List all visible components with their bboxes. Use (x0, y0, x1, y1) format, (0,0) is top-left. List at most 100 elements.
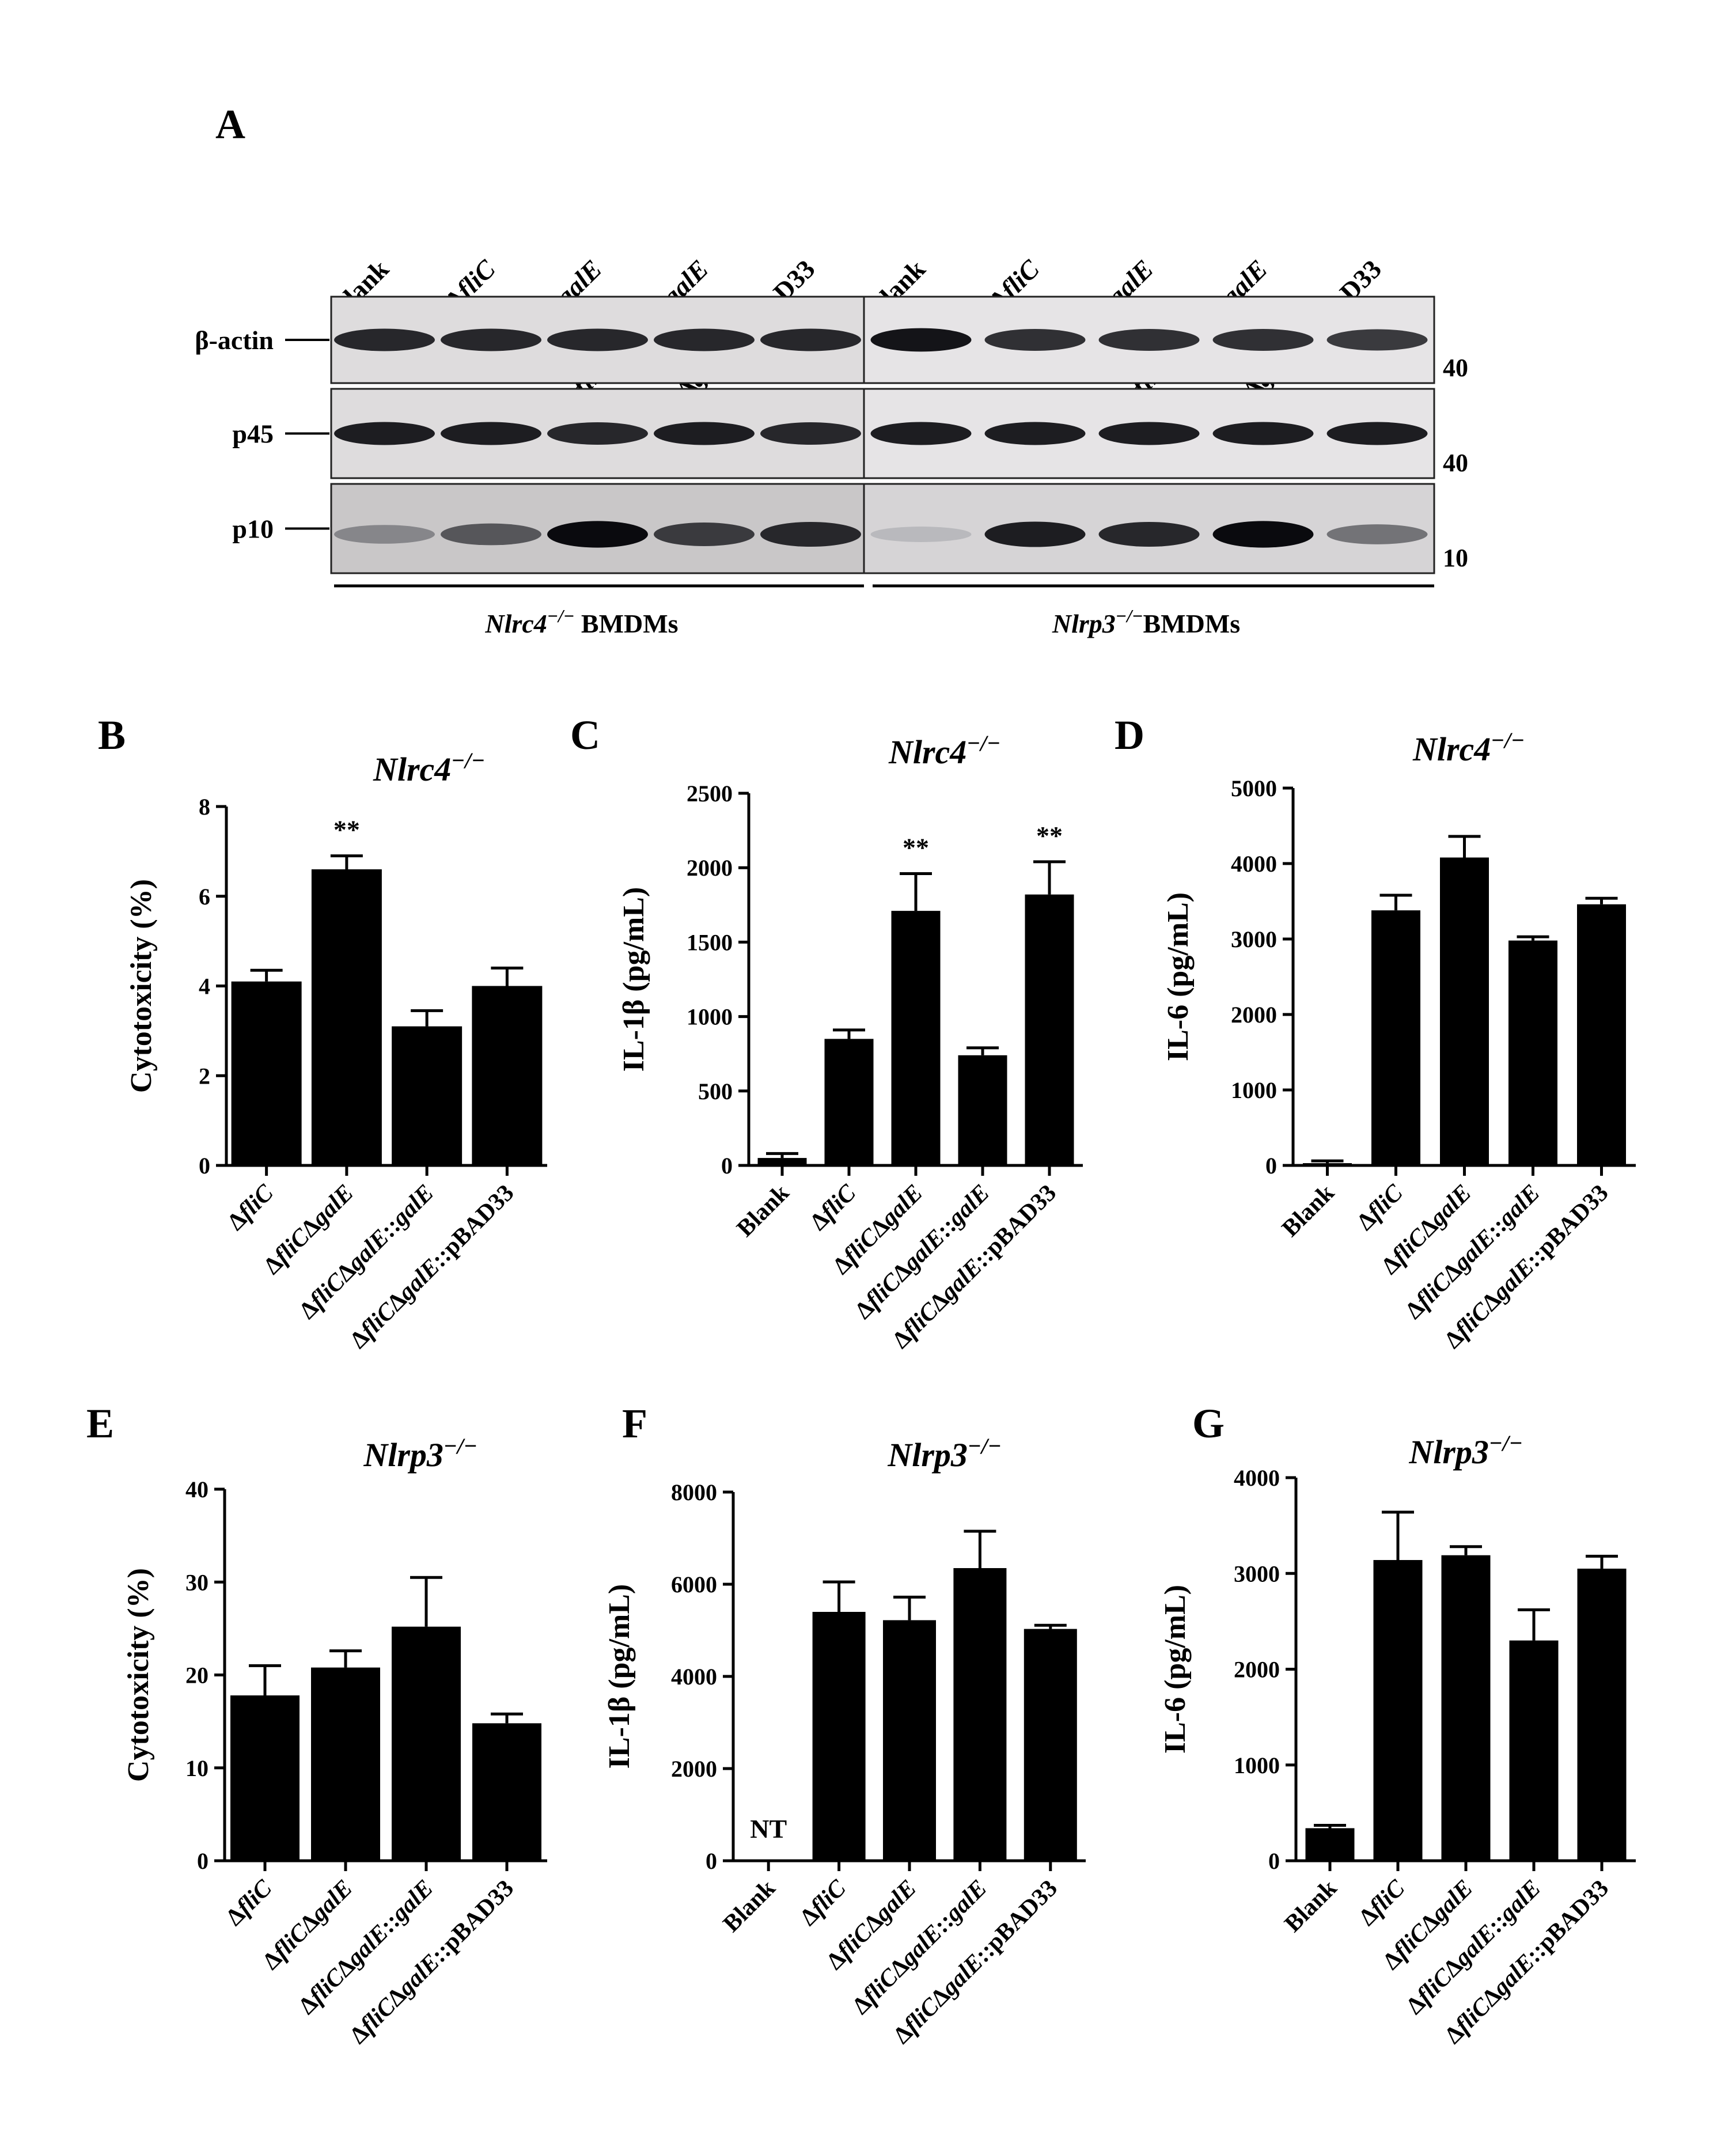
y-tick-label: 4 (199, 974, 210, 1000)
x-tick-label: ΔfliC (221, 1875, 278, 1931)
y-tick-label: 1500 (687, 929, 733, 955)
y-tick-label: 0 (197, 1848, 209, 1874)
x-tick-label: ΔfliC (805, 1179, 862, 1236)
x-tick-label: ΔfliC (222, 1179, 279, 1236)
bar (230, 1695, 300, 1861)
chart-title: Nlrc4−/− (1412, 728, 1525, 768)
x-tick-label: ΔfliCΔgalE::galE (294, 1875, 438, 2020)
y-tick-label: 2000 (1234, 1657, 1280, 1683)
blot-band (334, 525, 435, 544)
y-tick-label: 3000 (1231, 926, 1277, 952)
y-tick-label: 8000 (671, 1479, 717, 1505)
blot-band (1326, 524, 1428, 544)
y-tick-label: 0 (1265, 1153, 1277, 1179)
bar (824, 1039, 874, 1165)
bar (1441, 1555, 1491, 1861)
mw-marker: 40 (1443, 354, 1468, 382)
y-tick-label: 5000 (1231, 775, 1277, 801)
bar (311, 1667, 380, 1861)
mw-marker: 40 (1443, 449, 1468, 477)
blot-band (1212, 521, 1314, 548)
bar (311, 869, 382, 1165)
panel-letter-E: E (86, 1400, 114, 1447)
blot-band (654, 328, 755, 351)
significance-marker: ** (333, 815, 360, 845)
y-tick-label: 6000 (671, 1572, 717, 1597)
group-label: Nlrp3−/−BMDMs (1052, 605, 1240, 638)
chart-title: Nlrp3−/− (1408, 1430, 1522, 1471)
blot-band (334, 422, 435, 445)
blot-band (1212, 422, 1314, 445)
chart-title: Nlrp3−/− (887, 1433, 1001, 1474)
chart-D: D Nlrc4−/− 0 1000 2000 3000 4000 5000 IL-6 (pg/m… (1115, 712, 1636, 1354)
blot-band (547, 328, 648, 351)
blot-band (1098, 329, 1200, 351)
significance-marker: ** (1036, 821, 1063, 850)
y-tick-label: 6 (199, 884, 210, 910)
blot-row-label: p10 (232, 514, 274, 544)
y-tick-label: 0 (1268, 1848, 1280, 1874)
blot-band (870, 422, 972, 445)
bar (883, 1620, 936, 1861)
y-tick-label: 2000 (1231, 1002, 1277, 1028)
x-tick-label: ΔfliC (1352, 1179, 1408, 1236)
y-tick-label: 4000 (671, 1664, 717, 1690)
bar-chart-panels: B Nlrc4−/− 0 2 4 6 8 Cytotoxicity (%) ΔfliC ** Δfl… (86, 712, 1636, 2049)
x-tick-label: ΔfliC (795, 1875, 851, 1931)
western-blot-panel: ABlankΔfliCΔfliCΔgalEΔfliCΔgalE::galEΔfl… (195, 101, 1468, 638)
blot-band (760, 521, 861, 547)
y-tick-label: 20 (185, 1663, 209, 1689)
blot-band (654, 422, 755, 445)
blot-band (760, 422, 861, 445)
bar (1508, 940, 1557, 1165)
blot-band (1212, 329, 1314, 351)
y-axis-label: IL-6 (pg/mL) (1162, 892, 1195, 1061)
blot-band (870, 527, 972, 542)
y-tick-label: 500 (698, 1078, 733, 1104)
x-tick-label: ΔfliC (1354, 1875, 1411, 1931)
y-tick-label: 1000 (1231, 1077, 1277, 1103)
blot-band (547, 521, 648, 548)
y-tick-label: 1000 (1234, 1752, 1280, 1778)
blot-band (870, 328, 972, 352)
chart-C: C Nlrc4−/− 0 500 1000 1500 2000 2500 IL-1β (pg/m… (570, 712, 1083, 1354)
panel-letter-B: B (98, 712, 126, 758)
bar (1373, 1559, 1423, 1861)
bar (1025, 894, 1074, 1165)
x-tick-label: ΔfliCΔgalE::pBAD33 (345, 1180, 519, 1354)
blot-band (760, 328, 861, 351)
y-axis-label: Cytotoxicity (%) (122, 1568, 155, 1782)
blot-row-label: p45 (232, 419, 274, 449)
y-tick-label: 0 (706, 1848, 717, 1874)
blot-band (441, 422, 541, 445)
blot-band (984, 329, 1086, 351)
y-tick-label: 10 (185, 1755, 209, 1781)
blot-band (984, 422, 1086, 445)
y-tick-label: 8 (199, 794, 210, 820)
bar (1303, 1163, 1352, 1165)
y-tick-label: 30 (185, 1569, 209, 1595)
bar (1305, 1828, 1355, 1861)
blot-band (334, 328, 435, 351)
x-tick-label: Blank (732, 1179, 795, 1242)
significance-marker: ** (903, 833, 929, 862)
panel-letter-G: G (1192, 1400, 1225, 1447)
bar (1577, 1568, 1627, 1861)
panel-letter-C: C (570, 712, 600, 758)
panel-letter-D: D (1115, 712, 1144, 758)
blot-band (1326, 329, 1428, 351)
x-tick-label: ΔfliCΔgalE::pBAD33 (345, 1875, 519, 2049)
chart-G: G Nlrp3−/− 0 1000 2000 3000 4000 IL-6 (pg/mL) Bl… (1159, 1400, 1636, 2049)
bar (891, 911, 941, 1165)
bar (392, 1026, 463, 1165)
x-tick-label: ΔfliCΔgalE::galE (294, 1180, 439, 1324)
bar (1371, 910, 1420, 1165)
x-tick-label: ΔfliCΔgalE::galE (847, 1875, 992, 2020)
y-axis-label: IL-1β (pg/mL) (617, 887, 650, 1072)
y-tick-label: 4000 (1234, 1465, 1280, 1491)
blot-band (984, 521, 1086, 547)
y-tick-label: 0 (721, 1153, 733, 1179)
y-tick-label: 0 (199, 1153, 210, 1179)
chart-title: Nlrc4−/− (888, 730, 1000, 771)
